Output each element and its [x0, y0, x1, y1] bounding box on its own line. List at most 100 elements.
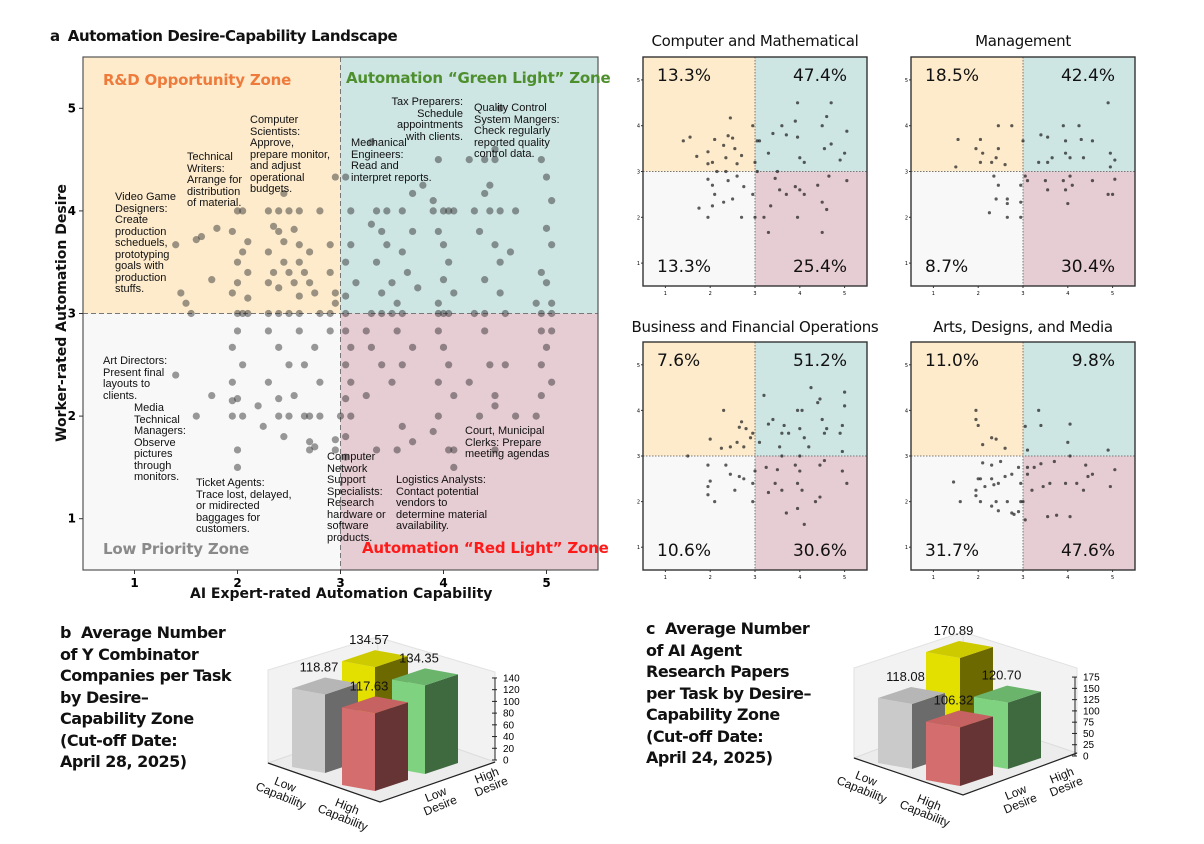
data-point	[681, 139, 685, 143]
data-point	[1019, 481, 1023, 485]
small-multiple-title-management: Management	[975, 32, 1071, 50]
data-point	[208, 391, 216, 400]
y-tick-label: 1	[637, 545, 640, 551]
data-point	[976, 477, 980, 481]
bar-side-face	[960, 716, 993, 786]
annotation-media-technical-managers: Media Technical Managers: Observe pictur…	[134, 402, 186, 483]
data-point	[1106, 192, 1110, 196]
data-point	[795, 101, 800, 105]
data-point	[311, 289, 319, 297]
data-point	[1010, 124, 1014, 128]
data-point	[367, 220, 375, 228]
data-point	[1068, 454, 1072, 458]
data-point	[722, 143, 726, 147]
data-point	[501, 309, 509, 318]
data-point	[537, 156, 545, 164]
panel-a-title: a Automation Desire-Capability Landscape	[50, 27, 398, 45]
zone-red-light	[755, 171, 867, 286]
data-point	[331, 289, 339, 297]
data-point	[784, 192, 788, 196]
data-point	[843, 151, 847, 155]
zone-low-priority	[911, 456, 1023, 570]
data-point	[409, 189, 417, 198]
z-tick-label: 40	[503, 732, 515, 743]
data-point	[1012, 512, 1016, 516]
data-point	[264, 248, 272, 256]
data-point	[465, 378, 473, 386]
bar-value-label: 118.08	[886, 669, 925, 684]
data-point	[990, 160, 994, 164]
data-point	[1041, 484, 1045, 489]
data-point	[331, 173, 339, 181]
y-tick-label: 4	[637, 124, 640, 130]
data-point	[172, 371, 180, 379]
zone-rd-opportunity	[83, 57, 341, 314]
x-tick-label: 3	[1021, 291, 1024, 297]
data-point	[347, 378, 355, 386]
data-point	[269, 222, 278, 230]
data-point	[336, 412, 345, 420]
data-point	[802, 522, 806, 527]
z-tick-label: 0	[1083, 752, 1089, 763]
data-point	[445, 258, 453, 266]
x-tick-label: 1	[932, 291, 935, 297]
data-point	[1039, 423, 1043, 428]
data-point	[1048, 481, 1052, 485]
data-point	[726, 134, 730, 138]
data-point	[1108, 151, 1112, 155]
data-point	[295, 292, 303, 300]
zone-low-priority	[83, 313, 341, 570]
data-point	[798, 156, 802, 160]
zone-red-light	[755, 456, 867, 570]
data-point	[264, 279, 272, 287]
data-point	[710, 183, 715, 187]
data-point	[731, 136, 735, 140]
data-point	[239, 248, 247, 256]
data-point	[1025, 179, 1030, 183]
data-point	[825, 114, 829, 119]
data-point	[295, 241, 303, 249]
x-tick-label: 3	[753, 575, 756, 581]
zone-low-priority	[643, 456, 755, 570]
z-tick-label: 80	[503, 709, 515, 720]
bar-top-face	[926, 710, 993, 728]
data-point	[481, 156, 489, 164]
data-point	[722, 408, 726, 412]
quadrant-pct-red: 25.4%	[793, 257, 847, 277]
data-point	[956, 137, 960, 142]
data-point	[713, 137, 717, 142]
data-point	[818, 495, 822, 499]
bar-value-label: 117.63	[350, 678, 389, 693]
data-point	[996, 183, 1000, 187]
data-point	[994, 197, 998, 201]
data-point	[239, 207, 247, 215]
quadrant-pct-low: 8.7%	[925, 257, 968, 277]
annotation-ticket-agents: Ticket Agents: Trace lost, delayed, or m…	[196, 477, 292, 535]
quadrant-pct-rd: 13.3%	[657, 66, 711, 86]
data-point	[275, 412, 283, 420]
x-tick-label: 2	[977, 291, 980, 297]
data-point	[347, 412, 355, 420]
x-tick-label: 2	[709, 575, 712, 581]
data-point	[342, 173, 350, 181]
data-point	[326, 309, 334, 318]
data-point	[548, 309, 556, 318]
data-point	[978, 500, 983, 504]
data-point	[798, 188, 802, 192]
data-point	[735, 440, 739, 444]
panel-c-title-line: Capability Zone	[646, 705, 780, 724]
data-point	[974, 408, 978, 412]
data-point	[802, 160, 806, 164]
y-tick-label: 3	[637, 454, 640, 460]
data-point	[481, 327, 489, 335]
data-point	[311, 343, 319, 351]
data-point	[264, 207, 272, 215]
data-point	[434, 378, 442, 386]
data-point	[542, 279, 551, 287]
data-point	[548, 299, 556, 307]
data-point	[501, 361, 509, 369]
data-point	[728, 472, 732, 476]
bar-top-face	[342, 650, 408, 668]
data-point	[773, 481, 777, 485]
data-point	[228, 412, 236, 420]
